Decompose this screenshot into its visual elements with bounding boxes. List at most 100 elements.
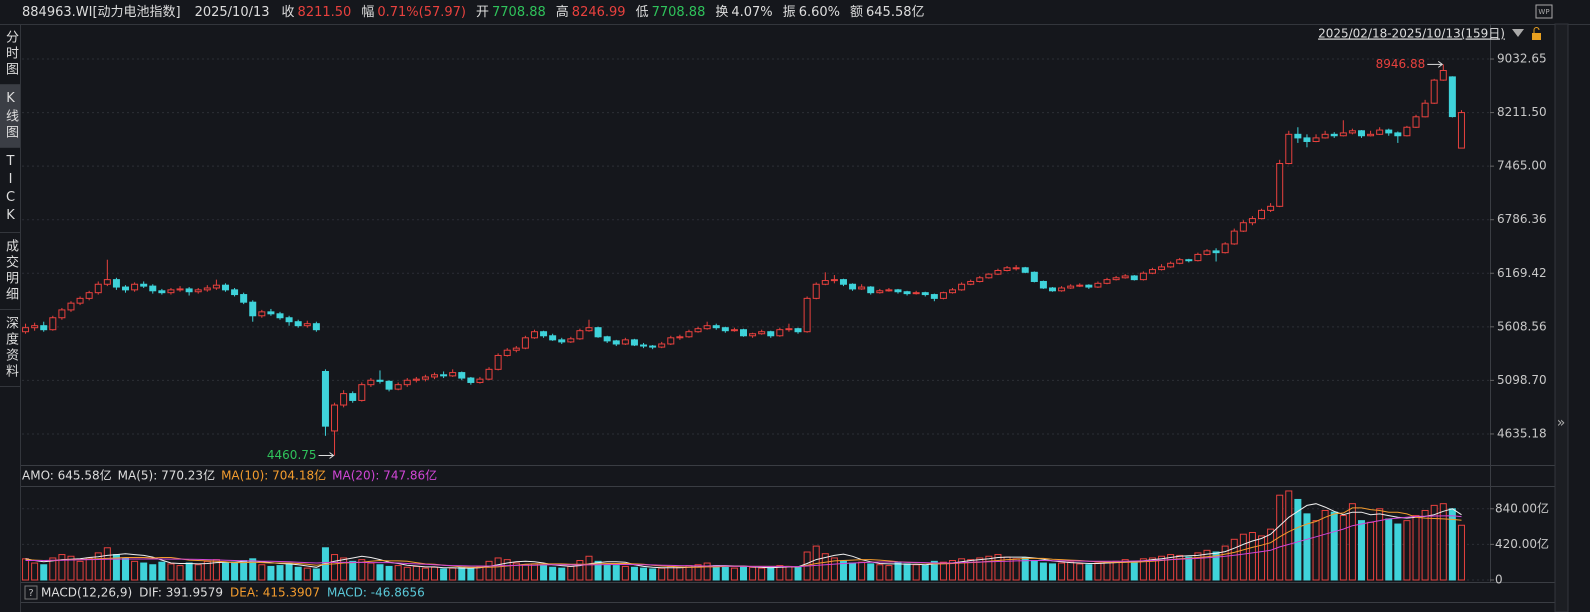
volume-bar [512, 562, 520, 581]
candle-body [867, 286, 875, 294]
volume-bar [676, 566, 684, 581]
candle-body [1012, 267, 1020, 270]
volume-bar [1094, 562, 1102, 581]
candle-body [503, 349, 511, 356]
range-label[interactable]: 2025/02/18-2025/10/13(159日) [1318, 27, 1505, 41]
volume-bar [1039, 562, 1047, 581]
candle-body [1130, 275, 1138, 281]
volume-bar [712, 565, 720, 581]
candle-body [1339, 132, 1347, 137]
sidebar-tab[interactable]: TICK [0, 148, 20, 233]
volume-bar [1258, 535, 1266, 581]
candle-body [994, 269, 1002, 275]
volume-bar [94, 552, 102, 581]
candle-body [1321, 133, 1329, 139]
candle-body [185, 288, 193, 293]
volume-bar [703, 562, 711, 581]
volume-bar [158, 561, 166, 581]
candle-body [149, 285, 157, 292]
candle-body [122, 286, 130, 291]
candle-body [321, 370, 329, 427]
volume-bar [1457, 524, 1465, 581]
candle-body [1248, 218, 1256, 224]
legend-entry: MA(20): 747.86亿 [332, 468, 437, 483]
volume-bar [540, 565, 548, 581]
candle-body [1221, 243, 1229, 254]
y-tick-label: 6169.42 [1497, 266, 1547, 280]
candle-body [1212, 250, 1220, 254]
candle-body [612, 340, 620, 345]
candle-body [594, 327, 602, 338]
volume-bar [912, 564, 920, 581]
legend-entry: DEA: 415.3907 [230, 586, 320, 600]
legend-entry: AMO: 645.58亿 [22, 468, 112, 483]
candle-body [403, 379, 411, 386]
volume-bar [231, 561, 239, 581]
candle-body [358, 384, 366, 401]
candle-body [67, 302, 75, 311]
field-value: 4.07% [731, 5, 773, 20]
volume-bar [1030, 559, 1038, 581]
candle-body [1294, 133, 1302, 139]
y-tick-label: 420.00亿 [1495, 536, 1549, 551]
volume-bar [1121, 559, 1129, 581]
candle-body [85, 292, 93, 299]
volume-bar [1221, 545, 1229, 581]
candle-body [376, 379, 384, 382]
candle-body [1103, 279, 1111, 284]
volume-bar [431, 566, 439, 581]
candle-body [785, 328, 793, 331]
volume-bar [1385, 518, 1393, 581]
candle-body [1076, 284, 1084, 287]
volume-bar [403, 566, 411, 581]
candle-body [294, 321, 302, 327]
volume-bar [921, 565, 929, 581]
candle-body [449, 372, 457, 377]
candle-body [112, 279, 120, 288]
volume-bar [458, 566, 466, 581]
candle-body [303, 323, 311, 327]
field-value: 7708.88 [651, 5, 706, 20]
volume-bar [567, 565, 575, 581]
volume-bar [1348, 503, 1356, 581]
volume-bar [303, 567, 311, 581]
candle-body [949, 289, 957, 294]
candle-body [1448, 76, 1456, 118]
candle-body [1430, 79, 1438, 104]
candle-body [1112, 277, 1120, 281]
volume-bar [103, 547, 111, 581]
volume-bar [1267, 528, 1275, 581]
candle-body [730, 329, 738, 332]
field-label: 额 [850, 5, 864, 20]
candle-body [1158, 266, 1166, 271]
candle-body [1121, 275, 1129, 279]
candle-body [49, 317, 57, 331]
volume-bar [858, 561, 866, 581]
candle-body [1357, 130, 1365, 137]
candle-body [930, 294, 938, 299]
candle-body [1230, 230, 1238, 245]
candle-body [158, 290, 166, 294]
volume-bar [958, 558, 966, 581]
candle-body [367, 379, 375, 386]
y-tick-label: 8211.50 [1497, 105, 1547, 119]
volume-bar [467, 568, 475, 581]
sidebar-tab[interactable]: 分时图 [0, 24, 20, 85]
volume-bar [1176, 554, 1184, 581]
candle-body [676, 336, 684, 339]
volume-bar [49, 557, 57, 581]
sidebar-tab[interactable]: K线图 [0, 85, 20, 148]
volume-bar [440, 568, 448, 581]
sidebar-tab[interactable]: 深度资料 [0, 310, 20, 387]
candle-body [1067, 285, 1075, 289]
volume-bar [994, 554, 1002, 581]
volume-bar [1158, 555, 1166, 581]
sidebar-tab[interactable]: 成交明细 [0, 233, 20, 310]
code: 884963.WI[动力电池指数] [22, 5, 181, 20]
candle-body [558, 339, 566, 343]
volume-bar [1312, 520, 1320, 581]
candle-body [1085, 284, 1093, 288]
candle-body [40, 325, 48, 331]
volume-bar [1103, 561, 1111, 581]
